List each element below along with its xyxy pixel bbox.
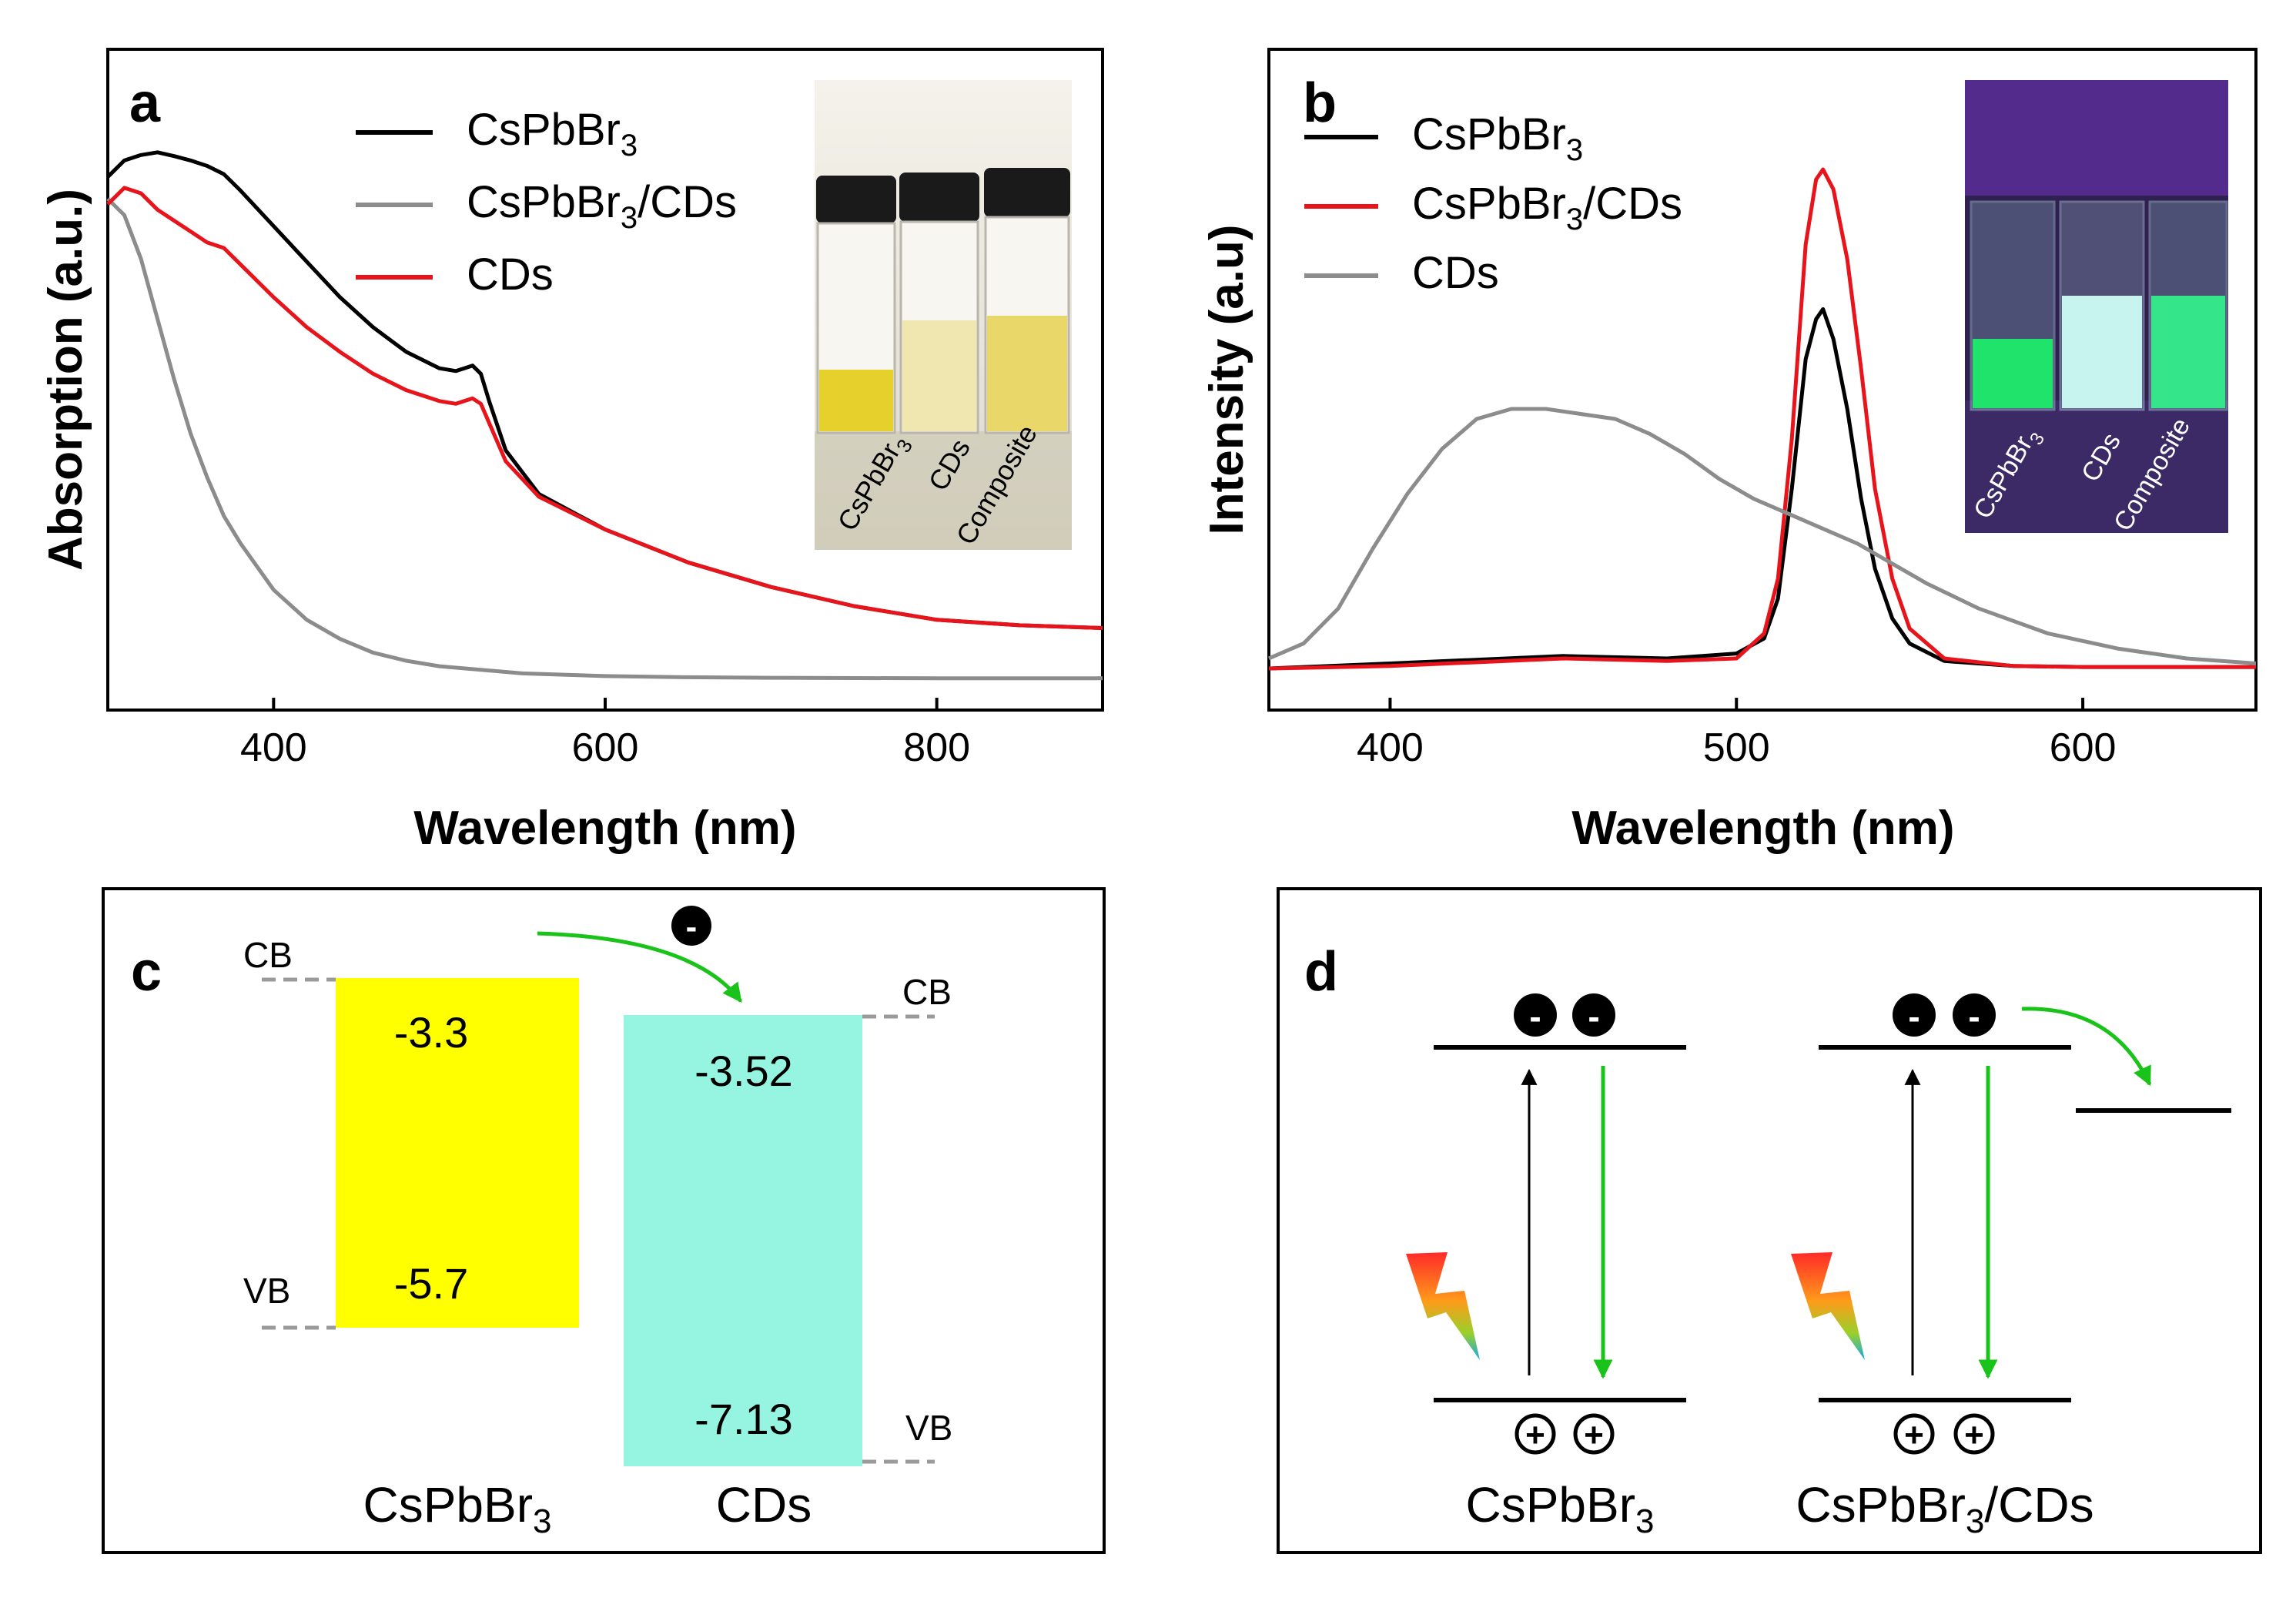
panel-b-xlabel: Wavelength (nm) bbox=[1571, 802, 1954, 855]
inset-b-table bbox=[1965, 400, 2228, 533]
electron-pair-1: - - bbox=[1514, 993, 1615, 1037]
x-tick-label: 400 bbox=[1357, 725, 1424, 770]
panel-c: c -3.3 -5.7 CB VB CsPbBr3 -3.52 -7.13 CB… bbox=[102, 887, 1106, 1554]
hole-symbol: + bbox=[1964, 1416, 1984, 1454]
panel-b-series bbox=[1268, 167, 2257, 671]
inset-b-glow bbox=[1965, 80, 2228, 196]
series-line-2 bbox=[1268, 407, 2257, 665]
legend-label: CsPbBr3 bbox=[467, 105, 638, 162]
electron-symbol: - bbox=[1529, 997, 1541, 1037]
electron-icon bbox=[1893, 993, 1936, 1037]
system-name-1: CsPbBr3 bbox=[1466, 1477, 1655, 1540]
vial-cap bbox=[816, 176, 896, 223]
series-line-2 bbox=[106, 186, 1103, 630]
vial-liquid bbox=[2151, 296, 2225, 408]
band-vb-value-cds: -7.13 bbox=[694, 1395, 793, 1443]
vb-label-left: VB bbox=[243, 1271, 290, 1311]
band-name-cds: CDs bbox=[716, 1477, 812, 1533]
inset-a-vial-composite bbox=[984, 168, 1070, 434]
series-line-0 bbox=[1268, 307, 2256, 671]
panel-c-label: c bbox=[131, 941, 162, 1003]
hole-pair-2: + + bbox=[1893, 1413, 1995, 1455]
system-name-2: CsPbBr3/CDs bbox=[1796, 1477, 2094, 1540]
inset-b-vial-cds bbox=[2059, 200, 2145, 411]
band-cb-value-cspbbr3: -3.3 bbox=[394, 1008, 469, 1057]
panel-a-inset-photo: CsPbBr3 CDs Composite bbox=[815, 80, 1072, 550]
electron-pair-2: - - bbox=[1893, 993, 1996, 1037]
panel-d: d - - + + CsPbBr3 - - bbox=[1277, 887, 2262, 1554]
panel-a: a 400 600 800 Wavelength (nm) Absorption (… bbox=[39, 48, 1104, 855]
panel-b-ticks: 400 500 600 bbox=[1357, 698, 2116, 770]
legend-label: CsPbBr3/CDs bbox=[467, 177, 737, 235]
band-vb-value-cspbbr3: -5.7 bbox=[394, 1259, 469, 1308]
panel-b: b 400 500 600 Wavelength (nm) Intensity (a… bbox=[1200, 48, 2258, 855]
inset-a-vial-cspbbr3 bbox=[816, 176, 896, 434]
electron-symbol: - bbox=[686, 908, 698, 946]
series-line-1 bbox=[106, 197, 1103, 681]
inset-a-table bbox=[815, 431, 1072, 550]
legend-label: CDs bbox=[1412, 248, 1499, 298]
hole-icon bbox=[1573, 1413, 1615, 1455]
vial-cap bbox=[899, 173, 979, 222]
electron-icon bbox=[1572, 993, 1615, 1037]
panel-a-label: a bbox=[129, 72, 161, 134]
x-tick-label: 400 bbox=[240, 725, 307, 770]
hole-icon bbox=[1893, 1413, 1935, 1455]
band-bar-cspbbr3 bbox=[336, 978, 579, 1328]
panel-a-series bbox=[106, 150, 1103, 681]
hole-pair-1: + + bbox=[1514, 1413, 1615, 1455]
panel-a-ylabel: Absorption (a.u.) bbox=[39, 189, 92, 571]
legend-label: CsPbBr3 bbox=[1412, 109, 1583, 167]
electron-symbol: - bbox=[1968, 997, 1980, 1037]
vial-liquid bbox=[2062, 296, 2142, 408]
legend-label: CsPbBr3/CDs bbox=[1412, 179, 1682, 236]
light-bolt-icon bbox=[1406, 1252, 1480, 1360]
panel-a-ticks: 400 600 800 bbox=[240, 698, 970, 770]
cb-label-left: CB bbox=[243, 935, 293, 975]
electron-icon-c: - bbox=[671, 906, 711, 946]
panel-b-label: b bbox=[1303, 72, 1337, 134]
inset-b-vial-cspbbr3 bbox=[1970, 200, 2056, 411]
panel-c-frame bbox=[102, 887, 1106, 1554]
electron-icon bbox=[1953, 993, 1996, 1037]
hole-icon bbox=[1953, 1413, 1995, 1455]
cb-label-right: CB bbox=[902, 972, 952, 1012]
electron-transfer-arrow-d bbox=[2021, 1007, 2152, 1087]
inset-a-vial-cds bbox=[899, 173, 979, 434]
band-cb-value-cds: -3.52 bbox=[694, 1047, 793, 1095]
hole-symbol: + bbox=[1904, 1416, 1924, 1454]
vial-liquid bbox=[819, 370, 893, 431]
vial-liquid bbox=[1973, 339, 2053, 408]
vial-liquid bbox=[902, 320, 976, 431]
panel-a-legend: CsPbBr3 CsPbBr3/CDs CDs bbox=[356, 105, 737, 300]
vial-liquid bbox=[987, 316, 1067, 431]
panel-b-inset-photo: CsPbBr3 CDs Composite bbox=[1965, 80, 2228, 536]
band-bar-cds bbox=[624, 1015, 862, 1466]
panel-d-label: d bbox=[1304, 941, 1338, 1003]
electron-icon bbox=[1514, 993, 1557, 1037]
panel-a-xlabel: Wavelength (nm) bbox=[413, 802, 796, 855]
vial-cap bbox=[984, 168, 1070, 217]
panel-d-frame bbox=[1277, 887, 2262, 1554]
series-line-1 bbox=[1268, 167, 2256, 671]
hole-symbol: + bbox=[1525, 1416, 1545, 1454]
panel-b-frame bbox=[1267, 48, 2258, 712]
x-tick-label: 600 bbox=[2050, 725, 2117, 770]
hole-icon bbox=[1514, 1413, 1556, 1455]
panel-b-ylabel: Intensity (a.u) bbox=[1200, 224, 1253, 534]
band-name-cspbbr3: CsPbBr3 bbox=[363, 1477, 552, 1540]
panel-b-legend: CsPbBr3 CsPbBr3/CDs CDs bbox=[1304, 109, 1682, 298]
legend-label: CDs bbox=[467, 250, 554, 300]
x-tick-label: 500 bbox=[1703, 725, 1770, 770]
electron-transfer-arrow bbox=[537, 931, 742, 1003]
x-tick-label: 600 bbox=[572, 725, 639, 770]
electron-symbol: - bbox=[1908, 997, 1919, 1037]
hole-symbol: + bbox=[1584, 1416, 1604, 1454]
light-bolt-icon bbox=[1791, 1252, 1865, 1360]
x-tick-label: 800 bbox=[903, 725, 970, 770]
inset-b-vial-composite bbox=[2148, 200, 2228, 411]
electron-symbol: - bbox=[1588, 997, 1599, 1037]
vb-label-right: VB bbox=[905, 1408, 952, 1448]
